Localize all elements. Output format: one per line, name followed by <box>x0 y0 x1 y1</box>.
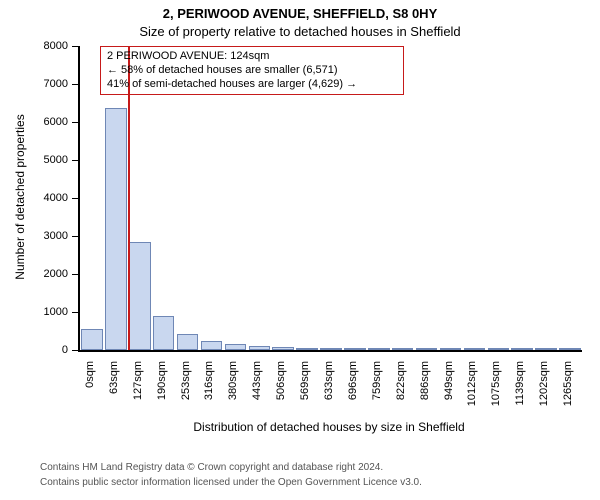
chart-title-primary: 2, PERIWOOD AVENUE, SHEFFIELD, S8 0HY <box>0 6 600 21</box>
x-tick-label: 1265sqm <box>562 361 574 421</box>
x-tick-label: 633sqm <box>323 361 335 421</box>
y-tick-label: 0 <box>0 344 68 356</box>
histogram-bar <box>511 348 533 350</box>
histogram-bar <box>129 242 151 350</box>
x-tick-label: 949sqm <box>443 361 455 421</box>
histogram-bar <box>177 334 199 350</box>
footer-attribution-line: Contains HM Land Registry data © Crown c… <box>40 462 383 473</box>
histogram-bar <box>416 348 438 350</box>
y-tick-label: 1000 <box>0 306 68 318</box>
histogram-bar <box>105 108 127 350</box>
annotation-line: ← 58% of detached houses are smaller (6,… <box>107 64 397 78</box>
histogram-bar <box>368 348 390 350</box>
histogram-bar <box>272 347 294 350</box>
x-tick-label: 316sqm <box>203 361 215 421</box>
x-tick-label: 0sqm <box>84 361 96 421</box>
histogram-bar <box>201 341 223 351</box>
x-tick-label: 569sqm <box>299 361 311 421</box>
annotation-line: 2 PERIWOOD AVENUE: 124sqm <box>107 50 397 64</box>
x-tick-label: 1139sqm <box>514 361 526 421</box>
y-tick-label: 3000 <box>0 230 68 242</box>
x-tick-label: 886sqm <box>419 361 431 421</box>
y-tick-mark <box>72 274 78 275</box>
x-tick-label: 759sqm <box>371 361 383 421</box>
y-tick-mark <box>72 236 78 237</box>
histogram-bar <box>249 346 271 350</box>
histogram-bar <box>320 348 342 350</box>
property-annotation-box: 2 PERIWOOD AVENUE: 124sqm ← 58% of detac… <box>100 46 404 95</box>
x-tick-label: 443sqm <box>251 361 263 421</box>
y-tick-label: 5000 <box>0 154 68 166</box>
histogram-bar <box>344 348 366 350</box>
y-tick-mark <box>72 84 78 85</box>
y-tick-mark <box>72 160 78 161</box>
footer-attribution-line: Contains public sector information licen… <box>40 477 422 488</box>
histogram-bar <box>464 348 486 350</box>
histogram-bar <box>296 348 318 350</box>
y-tick-label: 6000 <box>0 116 68 128</box>
y-tick-label: 2000 <box>0 268 68 280</box>
y-tick-mark <box>72 198 78 199</box>
x-tick-label: 822sqm <box>395 361 407 421</box>
y-tick-label: 8000 <box>0 40 68 52</box>
histogram-bar <box>440 348 462 350</box>
y-tick-mark <box>72 312 78 313</box>
histogram-bar <box>225 344 247 350</box>
y-tick-mark <box>72 350 78 351</box>
histogram-bar <box>488 348 510 350</box>
histogram-bar <box>535 348 557 350</box>
chart-title-secondary: Size of property relative to detached ho… <box>0 24 600 39</box>
y-tick-mark <box>72 46 78 47</box>
x-tick-label: 380sqm <box>227 361 239 421</box>
y-tick-label: 4000 <box>0 192 68 204</box>
x-tick-label: 1012sqm <box>466 361 478 421</box>
y-tick-label: 7000 <box>0 78 68 90</box>
x-tick-label: 127sqm <box>132 361 144 421</box>
histogram-bar <box>392 348 414 350</box>
annotation-line: 41% of semi-detached houses are larger (… <box>107 78 397 92</box>
x-tick-label: 506sqm <box>275 361 287 421</box>
histogram-bar <box>81 329 103 350</box>
x-tick-label: 1075sqm <box>490 361 502 421</box>
y-tick-mark <box>72 122 78 123</box>
histogram-bar <box>559 348 581 350</box>
histogram-bar <box>153 316 175 350</box>
x-tick-label: 1202sqm <box>538 361 550 421</box>
x-tick-label: 190sqm <box>156 361 168 421</box>
x-tick-label: 696sqm <box>347 361 359 421</box>
x-tick-label: 63sqm <box>108 361 120 421</box>
x-tick-label: 253sqm <box>180 361 192 421</box>
x-axis-label: Distribution of detached houses by size … <box>78 420 580 434</box>
